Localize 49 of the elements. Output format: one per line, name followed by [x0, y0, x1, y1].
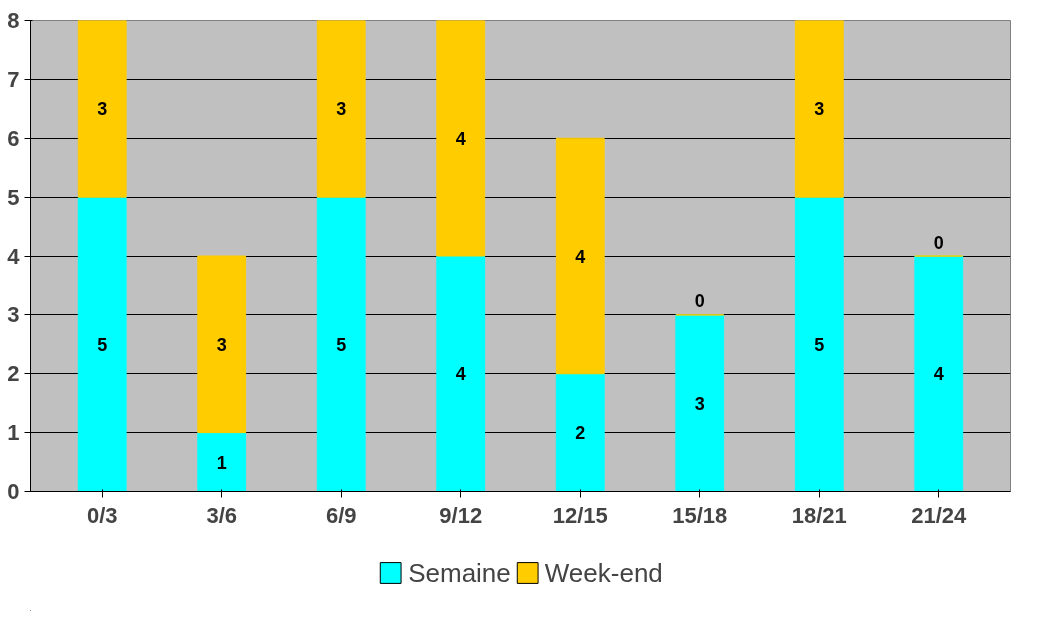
bar [197, 432, 247, 492]
x-tick-label: 0/3 [86, 502, 118, 528]
bar [555, 137, 605, 375]
y-tick-label: 7 [7, 66, 20, 92]
bar [675, 314, 725, 492]
data-label: 5 [97, 334, 108, 355]
data-label: 5 [814, 334, 825, 355]
x-tick-label: 3/6 [206, 502, 238, 528]
x-tick-label: 9/12 [439, 502, 483, 528]
x-tick-label: 15/18 [672, 502, 728, 528]
x-tick-label: 6/9 [325, 502, 357, 528]
data-label: 3 [216, 334, 227, 355]
y-tick-label: 5 [7, 184, 20, 210]
bar [77, 20, 127, 198]
x-tick-label: 21/24 [911, 502, 968, 528]
data-label: 5 [336, 334, 347, 355]
y-tick-label: 0 [7, 479, 20, 504]
data-label: 2 [575, 423, 586, 444]
bar [316, 196, 366, 492]
data-label: 3 [814, 99, 825, 120]
y-tick-label: 1 [7, 420, 20, 446]
bar [77, 196, 127, 492]
y-tick-label: 4 [7, 243, 21, 269]
bar [555, 373, 605, 492]
legend-label: Week-end [544, 557, 663, 588]
data-label: 0 [933, 232, 944, 253]
bar [436, 20, 486, 257]
x-tick-label: 12/15 [552, 502, 608, 528]
bar [436, 255, 486, 492]
y-tick-label: 8 [7, 8, 20, 33]
data-label: 4 [455, 128, 466, 149]
bar [794, 20, 844, 198]
bar [316, 20, 366, 198]
data-label: 0 [694, 291, 705, 312]
y-tick-label: 2 [7, 361, 20, 387]
data-label: 3 [694, 393, 705, 414]
legend-label: Semaine [408, 557, 511, 588]
data-label: 4 [575, 246, 586, 267]
data-label: 4 [933, 364, 944, 385]
bar [914, 255, 964, 492]
data-label: 3 [336, 99, 347, 120]
data-label: 3 [97, 99, 108, 120]
bar [197, 255, 247, 434]
y-tick-label: 6 [7, 125, 20, 151]
data-label: 4 [455, 364, 466, 385]
x-tick-label: 18/21 [791, 502, 847, 528]
bar [794, 196, 844, 492]
y-tick-label: 3 [7, 302, 20, 328]
data-label: 1 [216, 452, 227, 473]
